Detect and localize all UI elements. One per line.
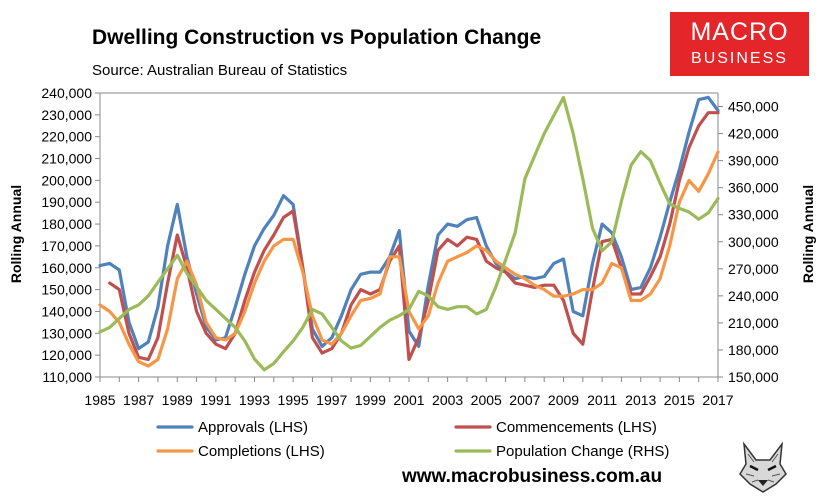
series-line-2 — [108, 111, 720, 362]
chart-series-lines — [98, 95, 720, 372]
chart-subtitle: Source: Australian Bureau of Statistics — [92, 62, 348, 79]
plot-area-border — [99, 92, 719, 378]
macrobusiness-logo: MACRO BUSINESS — [670, 12, 809, 76]
x-tick-label: 1991 — [200, 392, 231, 408]
x-tick-label: 2013 — [625, 392, 656, 408]
legend-label-1: Approvals (LHS) — [198, 419, 308, 436]
x-tick-label: 2011 — [587, 392, 617, 408]
chart-axes — [95, 92, 723, 382]
x-tick-label: 1995 — [278, 392, 309, 408]
x-tick-label: 1989 — [162, 392, 193, 408]
y-tick-label-left: 150,000 — [41, 282, 92, 298]
y-tick-label-left: 190,000 — [41, 194, 92, 210]
y-axis-title-right: Rolling Annual — [800, 185, 816, 283]
chart-tick-labels: 110,000 120,000 130,000 140,000 150,000 160,0… — [41, 85, 778, 408]
y-tick-label-left: 160,000 — [41, 260, 92, 276]
y-tick-label-left: 120,000 — [41, 347, 92, 363]
chart-title: Dwelling Construction vs Population Chan… — [92, 26, 542, 49]
legend-label-4: Population Change (RHS) — [496, 443, 669, 460]
y-tick-label-right: 390,000 — [728, 153, 779, 169]
y-tick-label-right: 180,000 — [728, 342, 779, 358]
y-tick-label-right: 450,000 — [728, 99, 779, 115]
y-tick-label-left: 220,000 — [41, 129, 92, 145]
y-tick-label-right: 240,000 — [728, 288, 779, 304]
x-tick-label: 1987 — [123, 392, 154, 408]
y-tick-label-right: 270,000 — [728, 261, 779, 277]
y-tick-label-left: 200,000 — [41, 172, 92, 188]
x-tick-label: 1985 — [84, 392, 115, 408]
y-tick-label-left: 110,000 — [42, 369, 92, 385]
y-tick-label-left: 140,000 — [41, 303, 92, 319]
x-tick-label: 2009 — [548, 392, 579, 408]
x-tick-label: 1993 — [239, 392, 270, 408]
series-line-4 — [98, 95, 720, 372]
legend-label-3: Completions (LHS) — [198, 443, 325, 460]
x-tick-label: 2017 — [702, 392, 733, 408]
y-tick-label-left: 230,000 — [41, 107, 92, 123]
y-tick-label-left: 130,000 — [41, 325, 92, 341]
website-url: www.macrobusiness.com.au — [402, 466, 663, 487]
y-tick-label-left: 180,000 — [41, 216, 92, 232]
series-line-3 — [98, 150, 720, 368]
x-tick-label: 2007 — [509, 392, 540, 408]
y-tick-label-right: 330,000 — [728, 207, 779, 223]
y-tick-label-left: 210,000 — [41, 151, 92, 167]
y-tick-label-right: 150,000 — [728, 369, 779, 385]
x-tick-label: 1997 — [316, 392, 347, 408]
y-tick-label-left: 240,000 — [41, 85, 92, 101]
x-tick-label: 2015 — [664, 392, 695, 408]
logo-line-macro: MACRO — [690, 18, 789, 46]
x-tick-label: 2005 — [471, 392, 502, 408]
logo-line-business: BUSINESS — [691, 50, 788, 67]
y-tick-label-left: 170,000 — [41, 238, 92, 254]
legend-label-2: Commencements (LHS) — [496, 419, 657, 436]
x-tick-label: 2001 — [393, 392, 424, 408]
y-tick-label-right: 210,000 — [728, 315, 779, 331]
x-tick-label: 2003 — [432, 392, 463, 408]
y-tick-label-right: 360,000 — [728, 180, 779, 196]
x-tick-label: 1999 — [355, 392, 386, 408]
chart-legend: Approvals (LHS) Commencements (LHS) Comple… — [156, 419, 669, 460]
y-tick-label-right: 300,000 — [728, 234, 779, 250]
y-axis-title-left: Rolling Annual — [8, 185, 24, 283]
wolf-head-icon — [736, 440, 790, 494]
y-tick-label-right: 420,000 — [728, 126, 779, 142]
